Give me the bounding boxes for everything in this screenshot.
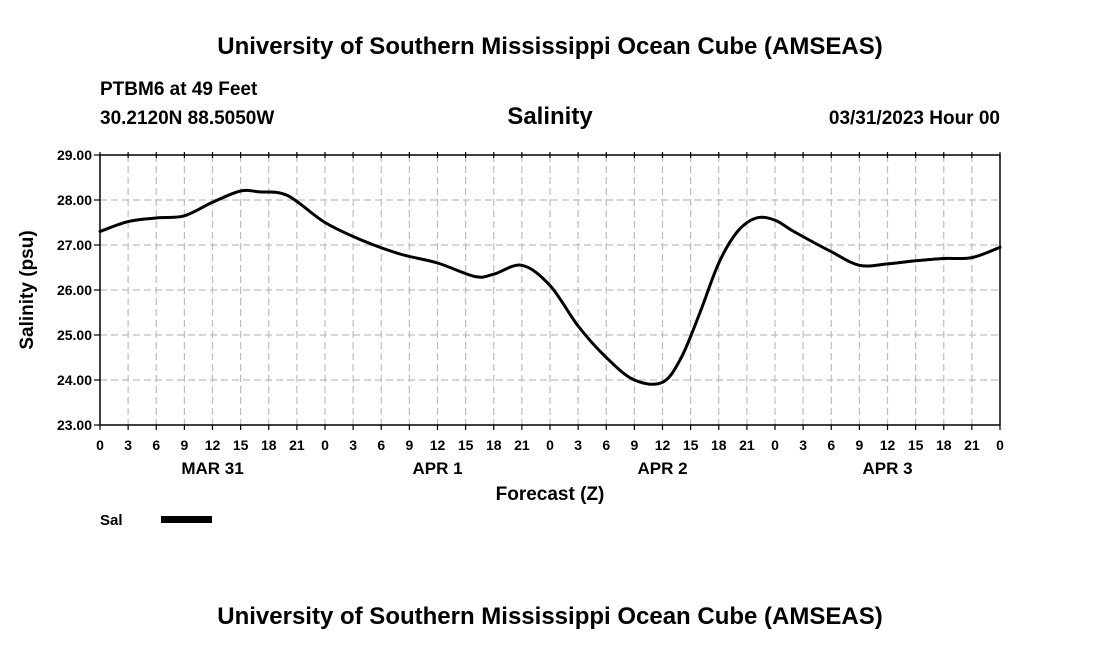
coordinates-label: 30.2120N 88.5050W [100,108,274,129]
chart-title: Salinity [507,103,593,130]
x-tick-label: 15 [683,437,699,453]
x-tick-label: 0 [546,437,554,453]
x-tick-label: 18 [711,437,727,453]
legend-label: Sal [100,512,123,529]
x-tick-label: 6 [152,437,160,453]
x-tick-label: 15 [233,437,249,453]
x-tick-label: 6 [377,437,385,453]
x-tick-label: 6 [827,437,835,453]
plot-frame [99,154,1001,426]
x-tick-label: 0 [996,437,1004,453]
x-tick-label: 9 [630,437,638,453]
day-label: APR 3 [862,459,912,478]
x-tick-label: 21 [514,437,530,453]
x-tick-label: 0 [96,437,104,453]
legend-swatch [161,516,212,523]
forecast-datetime: 03/31/2023 Hour 00 [829,108,1000,129]
y-tick-label: 25.00 [57,327,92,343]
day-labels: MAR 31 APR 1 APR 2 APR 3 [181,459,912,478]
x-tick-label: 18 [261,437,277,453]
x-tick-label: 3 [574,437,582,453]
y-tick-label: 28.00 [57,192,92,208]
x-tick-label: 3 [124,437,132,453]
x-tick-label: 21 [289,437,305,453]
salinity-series-line [98,188,1002,386]
day-label: MAR 31 [181,459,243,478]
x-tick-label: 18 [936,437,952,453]
x-tick-label: 9 [180,437,188,453]
x-tick-label: 12 [880,437,896,453]
x-tick-label: 0 [771,437,779,453]
x-tick-label: 9 [405,437,413,453]
x-tick-label: 15 [458,437,474,453]
x-tick-label: 21 [964,437,980,453]
y-tick-label: 26.00 [57,282,92,298]
x-tick-label: 3 [349,437,357,453]
y-axis-label: Salinity (psu) [17,230,38,349]
footer-title: University of Southern Mississippi Ocean… [217,603,882,630]
x-tick-label: 18 [486,437,502,453]
day-label: APR 2 [637,459,687,478]
y-tick-label: 24.00 [57,372,92,388]
y-tick-label: 23.00 [57,417,92,433]
y-tick-label: 29.00 [57,147,92,163]
x-tick-label: 12 [655,437,671,453]
x-tick-label: 15 [908,437,924,453]
x-tick-label: 6 [602,437,610,453]
grid-lines [100,155,1000,425]
x-tick-label: 9 [855,437,863,453]
x-tick-label: 0 [321,437,329,453]
x-tick-label: 3 [799,437,807,453]
y-tick-label: 27.00 [57,237,92,253]
day-label: APR 1 [412,459,462,478]
x-axis-label: Forecast (Z) [496,484,605,505]
station-label: PTBM6 at 49 Feet [100,79,258,100]
x-axis-ticks: 0 3 6 9 12 15 18 21 0 3 6 9 12 15 18 21 0 3 6 9 12 15 18 21 0 3 6 9… [96,152,1004,453]
main-title: University of Southern Mississippi Ocean… [217,33,882,60]
y-axis-ticks: 23.00 24.00 25.00 26.00 27.00 28.00 29.00 [57,147,100,433]
x-tick-label: 21 [739,437,755,453]
x-tick-label: 12 [205,437,221,453]
x-tick-label: 12 [430,437,446,453]
